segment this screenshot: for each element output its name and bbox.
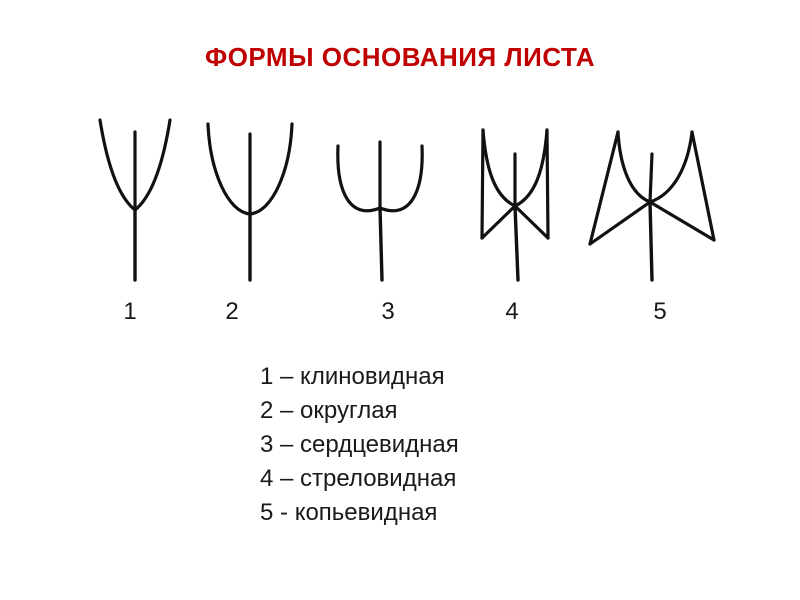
legend-label: копьевидная (295, 499, 438, 526)
legend-number: 2 (260, 397, 273, 424)
legend: 1 – клиновидная2 – округлая3 – сердцевид… (260, 360, 620, 530)
legend-number: 4 (260, 465, 273, 492)
diagram-title: ФОРМЫ ОСНОВАНИЯ ЛИСТА (0, 42, 800, 73)
shape-number: 5 (653, 298, 666, 326)
legend-row: 1 – клиновидная (260, 360, 620, 394)
legend-separator: – (273, 397, 300, 424)
legend-row: 2 – округлая (260, 394, 620, 428)
leaf-base-figure: 1 2 3 4 5 (80, 110, 720, 340)
legend-label: клиновидная (300, 363, 445, 390)
legend-label: стреловидная (300, 465, 456, 492)
leaf-base-shapes-svg (80, 110, 720, 300)
legend-label: округлая (300, 397, 398, 424)
legend-separator: - (273, 499, 294, 526)
legend-row: 3 – сердцевидная (260, 428, 620, 462)
legend-separator: – (273, 431, 300, 458)
legend-number: 5 (260, 499, 273, 526)
legend-separator: – (273, 363, 300, 390)
page-root: ФОРМЫ ОСНОВАНИЯ ЛИСТА 1 2 3 4 5 1 – клиновид… (0, 0, 800, 600)
legend-row: 4 – стреловидная (260, 462, 620, 496)
legend-number: 1 (260, 363, 273, 390)
legend-separator: – (273, 465, 300, 492)
shape-numbers-row: 1 2 3 4 5 (80, 298, 720, 338)
shape-number: 4 (505, 298, 518, 326)
shape-number: 1 (123, 298, 136, 326)
shape-number: 3 (381, 298, 394, 326)
shape-number: 2 (225, 298, 238, 326)
legend-number: 3 (260, 431, 273, 458)
legend-row: 5 - копьевидная (260, 496, 620, 530)
legend-label: сердцевидная (300, 431, 459, 458)
